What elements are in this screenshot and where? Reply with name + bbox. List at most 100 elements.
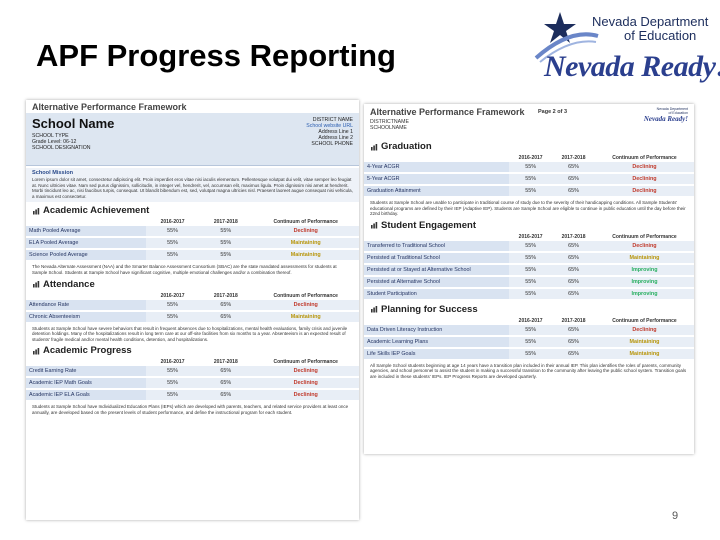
section-icon	[370, 305, 378, 313]
value-2017-2018: 65%	[199, 299, 253, 312]
column-header: 2016-2017	[518, 155, 543, 161]
table-row: 4-Year ACGR 55% 65% Declining	[364, 162, 694, 174]
metric-label: Academic Learning Plans	[364, 335, 510, 349]
column-header: Continuum of Performance	[273, 292, 338, 299]
table-row: Transferred to Traditional School 55% 65% D…	[364, 240, 694, 253]
school-website-link[interactable]: School website URL	[306, 123, 353, 129]
metric-label: Life Skills IEP Goals	[364, 347, 510, 361]
section-student-engagement: Student Engagement 2016-2017 2017-2018 Cont…	[364, 220, 694, 301]
value-2017-2018: 65%	[552, 287, 595, 301]
column-header: Continuum of Performance	[273, 359, 338, 366]
table-row: 5-Year ACGR 55% 65% Declining	[364, 173, 694, 186]
address-line-1: Address Line 1	[318, 129, 353, 135]
section-table: 2016-2017 2017-2018 Continuum of Performan…	[26, 358, 359, 403]
slide-title: APF Progress Reporting	[36, 38, 396, 73]
framework-title: Alternative Performance Framework	[32, 102, 187, 112]
section-table: 2016-2017 2017-2018 Continuum of Performan…	[364, 154, 694, 198]
value-2017-2018: 65%	[199, 366, 253, 379]
section-table: 2016-2017 2017-2018 Continuum of Performan…	[364, 233, 694, 301]
value-2016-2017: 55%	[509, 251, 553, 265]
value-2017-2018: 65%	[552, 275, 595, 289]
metric-label: Student Participation	[364, 287, 510, 301]
column-header: 2017-2018	[213, 219, 238, 226]
section-title: Academic Achievement	[43, 205, 150, 217]
school-label: SCHOOLNAME	[370, 125, 407, 131]
table-row: ELA Pooled Average 55% 55% Maintaining	[26, 237, 359, 251]
value-2016-2017: 55%	[509, 335, 553, 349]
page-label: Page 2 of 3	[538, 109, 568, 115]
value-2016-2017: 55%	[145, 377, 200, 391]
section-table: 2016-2017 2017-2018 Continuum of Performan…	[364, 317, 694, 361]
section-table: 2016-2017 2017-2018 Continuum of Performan…	[26, 218, 359, 263]
section-title: Student Engagement	[381, 219, 477, 231]
section-icon	[370, 143, 378, 151]
section-academic-progress: Academic Progress 2016-2017 2017-2018 Conti…	[26, 345, 359, 415]
section-attendance: Attendance 2016-2017 2017-2018 Continuum of…	[26, 279, 359, 343]
performance-status: Maintaining	[252, 237, 359, 251]
metric-label: Transferred to Traditional School	[364, 240, 510, 253]
value-2017-2018: 55%	[199, 237, 253, 251]
performance-status: Maintaining	[594, 335, 694, 349]
framework-title-2: Alternative Performance Framework	[370, 107, 525, 117]
column-header: Continuum of Performance	[273, 219, 338, 226]
framework-heading: Alternative Performance Framework	[26, 100, 359, 113]
column-header: 2016-2017	[518, 317, 543, 324]
performance-status: Maintaining	[252, 249, 359, 263]
value-2016-2017: 55%	[509, 185, 553, 198]
column-header: 2016-2017	[518, 233, 543, 240]
section-heading: Attendance	[32, 279, 359, 290]
performance-status: Declining	[252, 377, 359, 391]
metric-label: Data Driven Literacy Instruction	[364, 324, 510, 337]
section-note: Students at Sample School are unable to …	[370, 200, 686, 217]
school-header: School Name SCHOOL TYPE Grade Level: 06-…	[26, 113, 359, 166]
column-header: 2016-2017	[160, 292, 185, 299]
address-line-2: Address Line 2	[318, 135, 353, 141]
metric-label: Attendance Rate	[26, 299, 146, 312]
logo-line-2: of Education	[624, 28, 697, 43]
metric-label: Persisted at Traditional School	[364, 251, 510, 265]
metric-label: 5-Year ACGR	[364, 173, 510, 186]
metric-label: ELA Pooled Average	[26, 237, 146, 251]
table-row: Persisted at or Stayed at Alternative Sc…	[364, 263, 694, 277]
table-row: Academic IEP Math Goals 55% 65% Declining	[26, 377, 359, 391]
value-2016-2017: 55%	[145, 389, 200, 403]
table-row: Life Skills IEP Goals 55% 65% Maintaining	[364, 347, 694, 361]
performance-status: Declining	[594, 324, 694, 337]
value-2016-2017: 55%	[145, 249, 200, 263]
mission-box: School Mission Lorem ipsum dolor sit ame…	[26, 168, 359, 203]
metric-label: Academic IEP ELA Goals	[26, 389, 146, 403]
table-row: Persisted at Traditional School 55% 65% Mai…	[364, 251, 694, 265]
column-header: Continuum of Performance	[612, 155, 677, 161]
value-2017-2018: 65%	[552, 263, 595, 277]
performance-status: Maintaining	[594, 347, 694, 361]
value-2017-2018: 65%	[199, 377, 253, 391]
performance-status: Declining	[252, 226, 359, 239]
performance-status: Declining	[594, 240, 694, 253]
table-row: Science Pooled Average 55% 55% Maintaining	[26, 249, 359, 263]
value-2017-2018: 65%	[552, 240, 595, 253]
metric-label: 4-Year ACGR	[364, 162, 510, 174]
grade-level: Grade Level: 06-12	[32, 139, 77, 145]
table-row: Academic IEP ELA Goals 55% 65% Declining	[26, 389, 359, 403]
table-row: Chronic Absenteeism 55% 65% Maintaining	[26, 310, 359, 324]
metric-label: Persisted at Alternative School	[364, 275, 510, 289]
mini-logo-line-2: of Education	[668, 111, 688, 115]
value-2016-2017: 55%	[509, 347, 553, 361]
value-2017-2018: 65%	[552, 162, 595, 174]
star-swoosh-icon	[534, 12, 599, 63]
school-designation: SCHOOL DESIGNATION	[32, 145, 91, 151]
section-note: Students at Sample School have severe be…	[32, 325, 348, 342]
value-2016-2017: 55%	[145, 237, 200, 251]
column-header: 2017-2018	[561, 317, 586, 324]
table-row: Credit Earning Rate 55% 65% Declining	[26, 366, 359, 379]
metric-label: Graduation Attainment	[364, 185, 510, 198]
section-note: Students at Sample School have Individua…	[32, 404, 349, 415]
mini-logo: Nevada Department of Education Nevada Re…	[640, 107, 688, 133]
value-2017-2018: 65%	[552, 347, 595, 361]
performance-status: Declining	[252, 366, 359, 379]
nde-logo: Nevada Department of Education Nevada Re…	[530, 8, 720, 98]
value-2016-2017: 55%	[509, 263, 553, 277]
column-header: Continuum of Performance	[612, 317, 677, 324]
section-icon	[32, 347, 40, 355]
section-table: 2016-2017 2017-2018 Continuum of Performan…	[26, 292, 359, 324]
